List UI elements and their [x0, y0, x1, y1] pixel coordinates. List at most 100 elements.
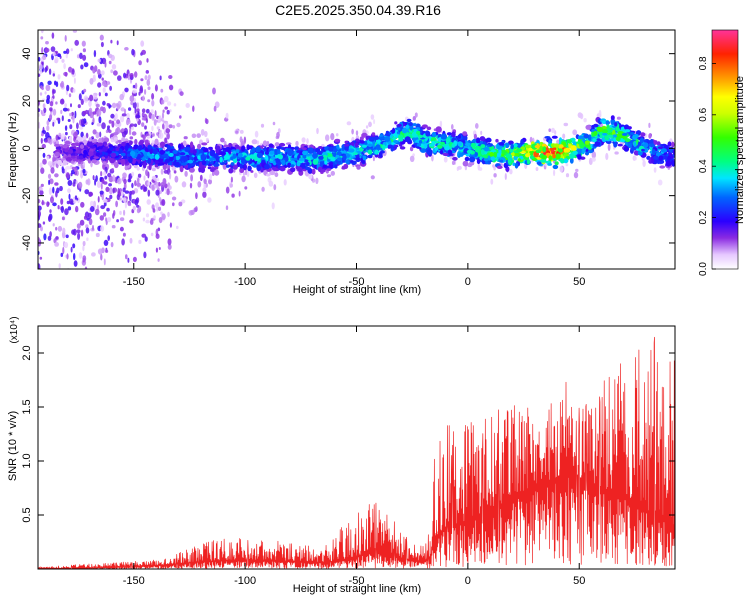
heatmap-noise-cell: [633, 156, 637, 161]
heatmap-ridge-cell: [232, 153, 237, 159]
heatmap-noise-cell: [179, 115, 182, 119]
heatmap-noise-cell: [273, 184, 277, 191]
heatmap-noise-cell: [207, 197, 212, 203]
heatmap-ridge-cell: [361, 144, 367, 148]
heatmap-noise-cell: [46, 125, 50, 132]
heatmap-ridge-cell: [148, 163, 152, 171]
heatmap-noise-cell: [132, 256, 137, 262]
heatmap-ridge-cell: [154, 164, 159, 168]
heatmap-noise-cell: [45, 41, 49, 45]
heatmap-noise-cell: [124, 201, 127, 209]
heatmap-noise-cell: [41, 86, 44, 91]
heatmap-ridge-cell: [409, 146, 414, 152]
heatmap-ridge-cell: [335, 154, 340, 158]
heatmap-noise-cell: [167, 211, 170, 218]
heatmap-ridge-cell: [133, 148, 139, 153]
heatmap-noise-cell: [157, 258, 160, 262]
heatmap-ridge-cell: [307, 147, 314, 154]
heatmap-noise-cell: [607, 143, 611, 151]
heatmap-noise-cell: [243, 136, 247, 144]
heatmap-noise-cell: [75, 205, 79, 213]
heatmap-noise-cell: [39, 187, 44, 191]
heatmap-ridge-cell: [667, 141, 672, 147]
heatmap-ridge-cell: [421, 124, 428, 128]
heatmap-ridge-cell: [144, 139, 149, 145]
heatmap-noise-cell: [239, 129, 244, 134]
heatmap-noise-cell: [57, 74, 61, 80]
heatmap-noise-cell: [68, 193, 71, 200]
heatmap-noise-cell: [97, 196, 100, 203]
heatmap-noise-cell: [96, 122, 102, 127]
heatmap-noise-cell: [368, 121, 372, 128]
heatmap-noise-cell: [40, 36, 44, 40]
heatmap-noise-cell: [145, 169, 149, 176]
heatmap-ridge-cell: [296, 150, 301, 153]
heatmap-ridge-cell: [485, 137, 492, 143]
heatmap-noise-cell: [84, 266, 88, 269]
heatmap-ridge-cell: [55, 146, 62, 151]
heatmap-noise-cell: [112, 174, 115, 182]
heatmap-noise-cell: [57, 53, 61, 57]
heatmap-noise-cell: [72, 243, 76, 249]
heatmap-noise-cell: [74, 39, 79, 46]
heatmap-noise-cell: [55, 134, 59, 142]
heatmap-noise-cell: [214, 101, 220, 108]
heatmap-ridge-cell: [445, 137, 452, 143]
heatmap-ridge-cell: [109, 158, 115, 164]
snr-x-label: Height of straight line (km): [293, 583, 421, 595]
heatmap-noise-cell: [105, 23, 108, 30]
heatmap-noise-cell: [90, 161, 93, 168]
heatmap-noise-cell: [83, 88, 87, 93]
heatmap-ridge-cell: [512, 162, 516, 166]
heatmap-ridge-cell: [142, 162, 147, 169]
heatmap-ridge-cell: [290, 167, 296, 173]
heatmap-ridge-cell: [405, 125, 410, 129]
heatmap-ridge-cell: [341, 166, 346, 170]
heatmap-noise-cell: [134, 71, 138, 78]
heatmap-noise-cell: [62, 107, 68, 112]
heatmap-noise-cell: [124, 47, 129, 51]
heatmap-noise-cell: [41, 47, 44, 55]
heatmap-noise-cell: [107, 235, 110, 242]
heatmap-ridge-cell: [483, 158, 489, 162]
heatmap-ridge-cell: [547, 162, 552, 166]
heatmap-noise-cell: [42, 158, 47, 165]
heatmap-ridge-cell: [412, 123, 417, 127]
heatmap-ridge-cell: [151, 148, 159, 154]
heatmap-noise-cell: [197, 181, 202, 188]
heatmap-ridge-cell: [485, 160, 489, 165]
heatmap-noise-cell: [50, 46, 56, 52]
heatmap-noise-cell: [99, 23, 103, 26]
heatmap-noise-cell: [47, 80, 52, 86]
heatmap-noise-cell: [100, 225, 105, 232]
heatmap-ridge-cell: [110, 152, 117, 158]
heatmap-noise-cell: [38, 237, 41, 242]
heatmap-noise-cell: [136, 108, 140, 113]
heatmap-noise-cell: [122, 232, 126, 237]
heatmap-noise-cell: [97, 248, 103, 255]
heatmap-noise-cell: [119, 210, 122, 215]
heatmap-noise-cell: [261, 186, 265, 192]
heatmap-ridge-cell: [354, 142, 359, 148]
heatmap-ridge-cell: [70, 155, 76, 159]
heatmap-ridge-cell: [412, 116, 416, 121]
heatmap-noise-cell: [213, 105, 217, 112]
heatmap-noise-cell: [260, 123, 265, 128]
heatmap-noise-cell: [89, 78, 94, 85]
heatmap-noise-cell: [143, 251, 147, 259]
heatmap-noise-cell: [163, 169, 169, 174]
heatmap-noise-cell: [70, 48, 73, 52]
heatmap-noise-cell: [48, 0, 51, 3]
colorbar-tick-label: 0.6: [698, 107, 709, 121]
heatmap-noise-cell: [202, 187, 207, 192]
heatmap-noise-cell: [38, 57, 41, 62]
heatmap-noise-cell: [106, 207, 110, 212]
heatmap-ridge-cell: [542, 146, 547, 153]
heatmap-ridge-cell: [624, 138, 631, 143]
heatmap-noise-cell: [45, 84, 51, 92]
heatmap-noise-cell: [93, 95, 98, 100]
heatmap-noise-cell: [414, 112, 418, 118]
heatmap-ridge-cell: [201, 160, 207, 166]
heatmap-ridge-cell: [610, 115, 615, 121]
heatmap-noise-cell: [143, 186, 148, 192]
